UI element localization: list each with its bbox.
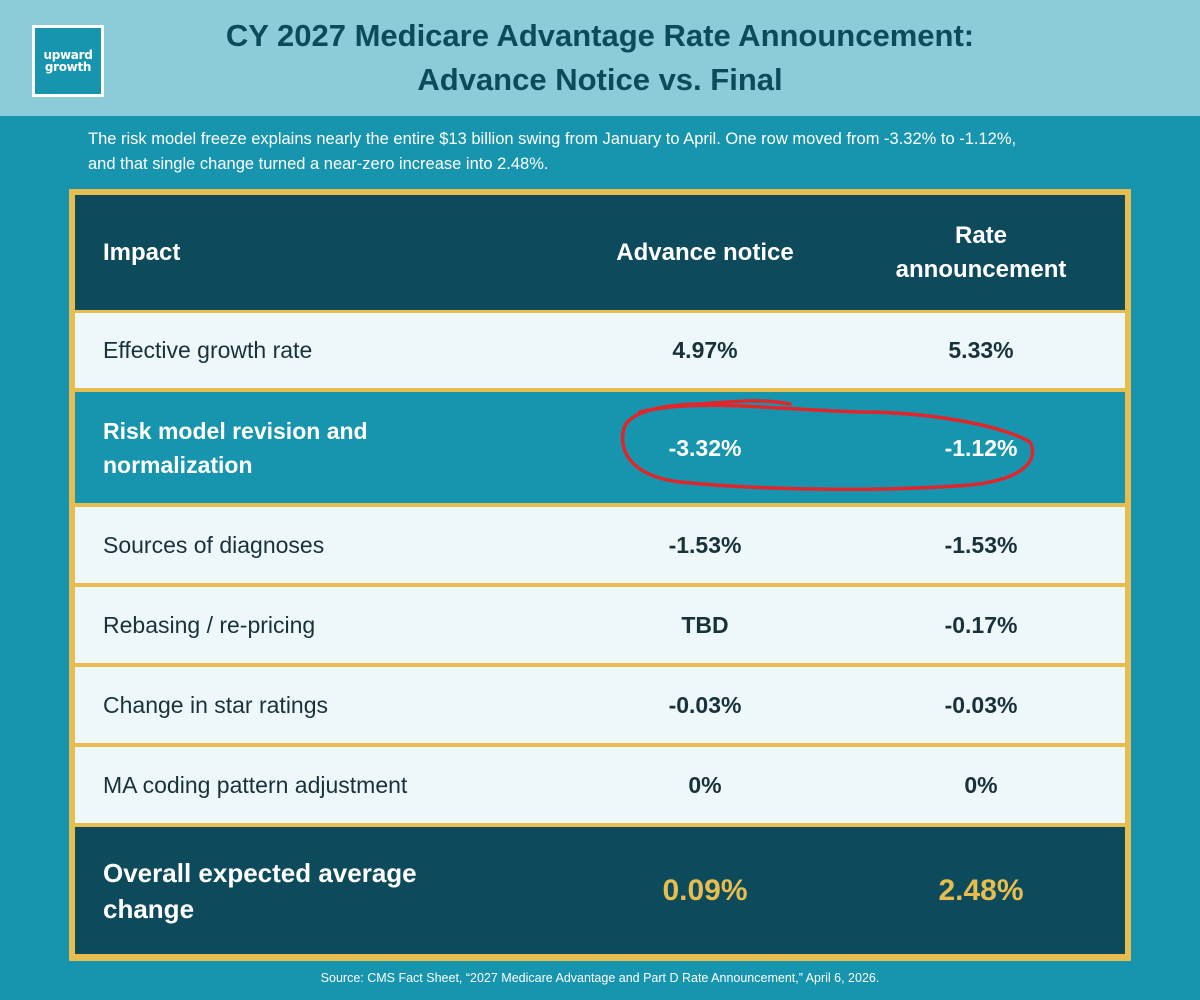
final-value: -0.03% — [944, 691, 1018, 718]
advance-value: -1.53% — [668, 531, 742, 558]
comparison-table: Impact Advance notice Rate announcement … — [69, 189, 1131, 961]
advance-value: 0% — [688, 771, 722, 798]
logo-text-line2: growth — [44, 60, 92, 74]
advance-value: 4.97% — [672, 337, 738, 363]
header-band: upward growth CY 2027 Medicare Advantage… — [0, 0, 1200, 116]
table-row-effective-growth: Effective growth rate 4.97% 5.33% — [75, 313, 1125, 388]
final-value: 5.33% — [948, 337, 1014, 363]
source-note: Source: CMS Fact Sheet, “2027 Medicare A… — [320, 971, 880, 985]
row-label: Rebasing / re-pricing — [103, 611, 316, 638]
advance-value: TBD — [681, 611, 729, 638]
total-advance-value: 0.09% — [662, 873, 748, 907]
subtitle: The risk model freeze explains nearly th… — [88, 127, 1148, 177]
column-header-advance: Advance notice — [616, 238, 794, 266]
table-row-star-ratings: Change in star ratings -0.03% -0.03% — [75, 667, 1125, 743]
advance-value: -0.03% — [668, 691, 742, 718]
logo-text-line1: upward — [43, 48, 93, 62]
upward-growth-logo: upward growth — [32, 25, 104, 97]
logo-inner-border — [38, 31, 98, 91]
column-header-final-line2: announcement — [895, 255, 1067, 283]
table-row-sources-diagnoses: Sources of diagnoses -1.53% -1.53% — [75, 507, 1125, 583]
row-label: MA coding pattern adjustment — [103, 771, 408, 798]
row-label: Change in star ratings — [103, 691, 329, 718]
row-label-line2: normalization — [103, 451, 253, 478]
column-header-final-line1: Rate — [954, 221, 1008, 249]
table-row-rebasing: Rebasing / re-pricing TBD -0.17% — [75, 587, 1125, 663]
page-title: CY 2027 Medicare Advantage Rate Announce… — [120, 14, 1080, 102]
subtitle-line1: The risk model freeze explains nearly th… — [88, 130, 1017, 148]
column-header-impact: Impact — [103, 238, 181, 266]
advance-value: -3.32% — [668, 434, 742, 461]
total-label-line1: Overall expected average — [103, 857, 417, 888]
table-row-risk-model-highlighted: Risk model revision and normalization -3… — [75, 392, 1125, 503]
total-label: Overall expected average change — [103, 855, 543, 927]
final-value: -1.53% — [944, 531, 1018, 558]
row-label-line1: Risk model revision and — [103, 417, 368, 444]
table-row-coding-pattern: MA coding pattern adjustment 0% 0% — [75, 747, 1125, 823]
total-final-value: 2.48% — [938, 873, 1024, 907]
column-header-final: Rate announcement — [871, 219, 1091, 287]
title-line2: Advance Notice vs. Final — [417, 62, 783, 97]
row-label: Risk model revision and normalization — [103, 414, 543, 482]
final-value: -1.12% — [944, 434, 1018, 461]
title-line1: CY 2027 Medicare Advantage Rate Announce… — [225, 18, 975, 53]
final-value: -0.17% — [944, 611, 1018, 638]
final-value: 0% — [964, 771, 998, 798]
table-header-row: Impact Advance notice Rate announcement — [75, 195, 1125, 310]
table-row-total: Overall expected average change 0.09% 2.… — [75, 827, 1125, 954]
total-label-line2: change — [103, 893, 195, 924]
subtitle-line2: and that single change turned a near-zer… — [88, 155, 549, 173]
row-label: Effective growth rate — [103, 337, 313, 363]
row-label: Sources of diagnoses — [103, 531, 325, 558]
